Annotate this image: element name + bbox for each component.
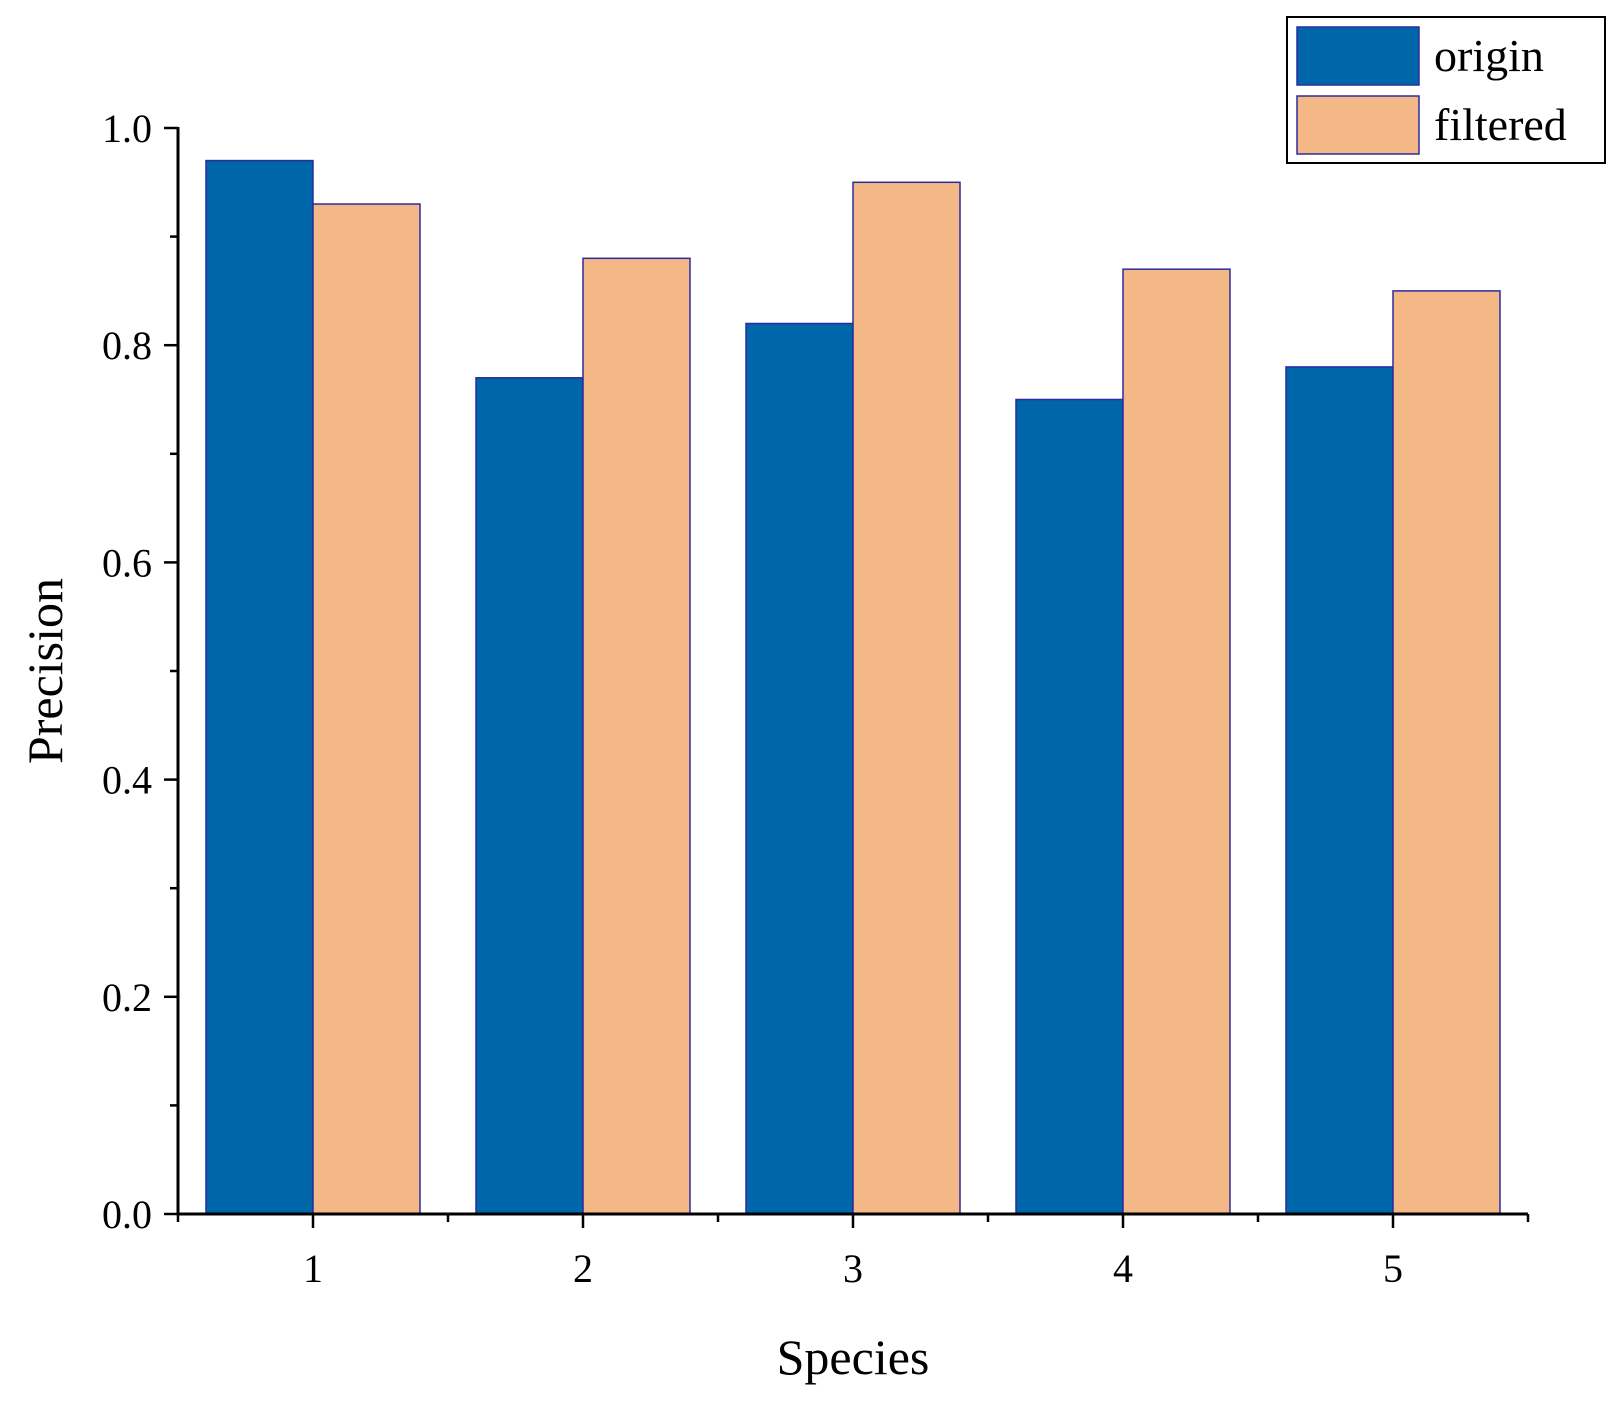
x-axis-ticks: 1 2 3 4 5 [176, 1214, 1530, 1291]
bar-origin-4 [1015, 398, 1124, 1215]
y-tick-label: 0.6 [102, 540, 152, 585]
x-tick-label: 2 [573, 1246, 593, 1291]
bar-origin-1 [205, 159, 314, 1215]
bar-filtered-1 [312, 203, 421, 1215]
legend-label-origin: origin [1434, 30, 1544, 81]
y-tick-label: 0.2 [102, 975, 152, 1020]
bars-group [205, 159, 1501, 1215]
x-axis-title: Species [777, 1329, 930, 1385]
x-tick-label: 5 [1383, 1246, 1403, 1291]
bar-origin-5 [1285, 366, 1394, 1215]
bar-origin-2 [475, 377, 584, 1215]
y-tick-label: 0.0 [102, 1192, 152, 1237]
x-tick-label: 1 [303, 1246, 323, 1291]
y-axis-ticks: 0.0 0.2 0.4 0.6 0.8 1.0 [102, 106, 178, 1237]
legend: origin filtered [1286, 16, 1606, 164]
x-tick-label: 3 [843, 1246, 863, 1291]
legend-label-filtered: filtered [1434, 99, 1567, 150]
y-tick-label: 1.0 [102, 106, 152, 151]
legend-swatch-origin [1296, 26, 1420, 86]
bar-filtered-2 [582, 257, 691, 1215]
y-axis-title: Precision [17, 578, 73, 764]
bar-filtered-4 [1122, 268, 1231, 1215]
bar-filtered-5 [1392, 290, 1501, 1215]
bar-filtered-3 [852, 181, 961, 1215]
x-tick-label: 4 [1113, 1246, 1133, 1291]
bar-origin-3 [745, 322, 854, 1215]
legend-swatch-filtered [1296, 95, 1420, 155]
y-tick-label: 0.8 [102, 323, 152, 368]
y-tick-label: 0.4 [102, 758, 152, 803]
